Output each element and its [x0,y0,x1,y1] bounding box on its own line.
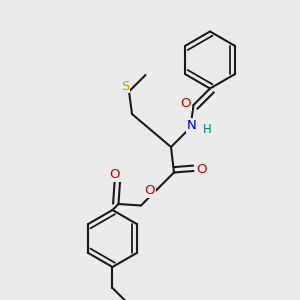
Text: S: S [121,80,129,93]
Text: O: O [109,168,120,182]
Text: O: O [145,184,155,197]
Text: O: O [181,97,191,110]
Text: O: O [196,163,207,176]
Text: N: N [187,119,197,132]
Text: H: H [202,123,211,136]
